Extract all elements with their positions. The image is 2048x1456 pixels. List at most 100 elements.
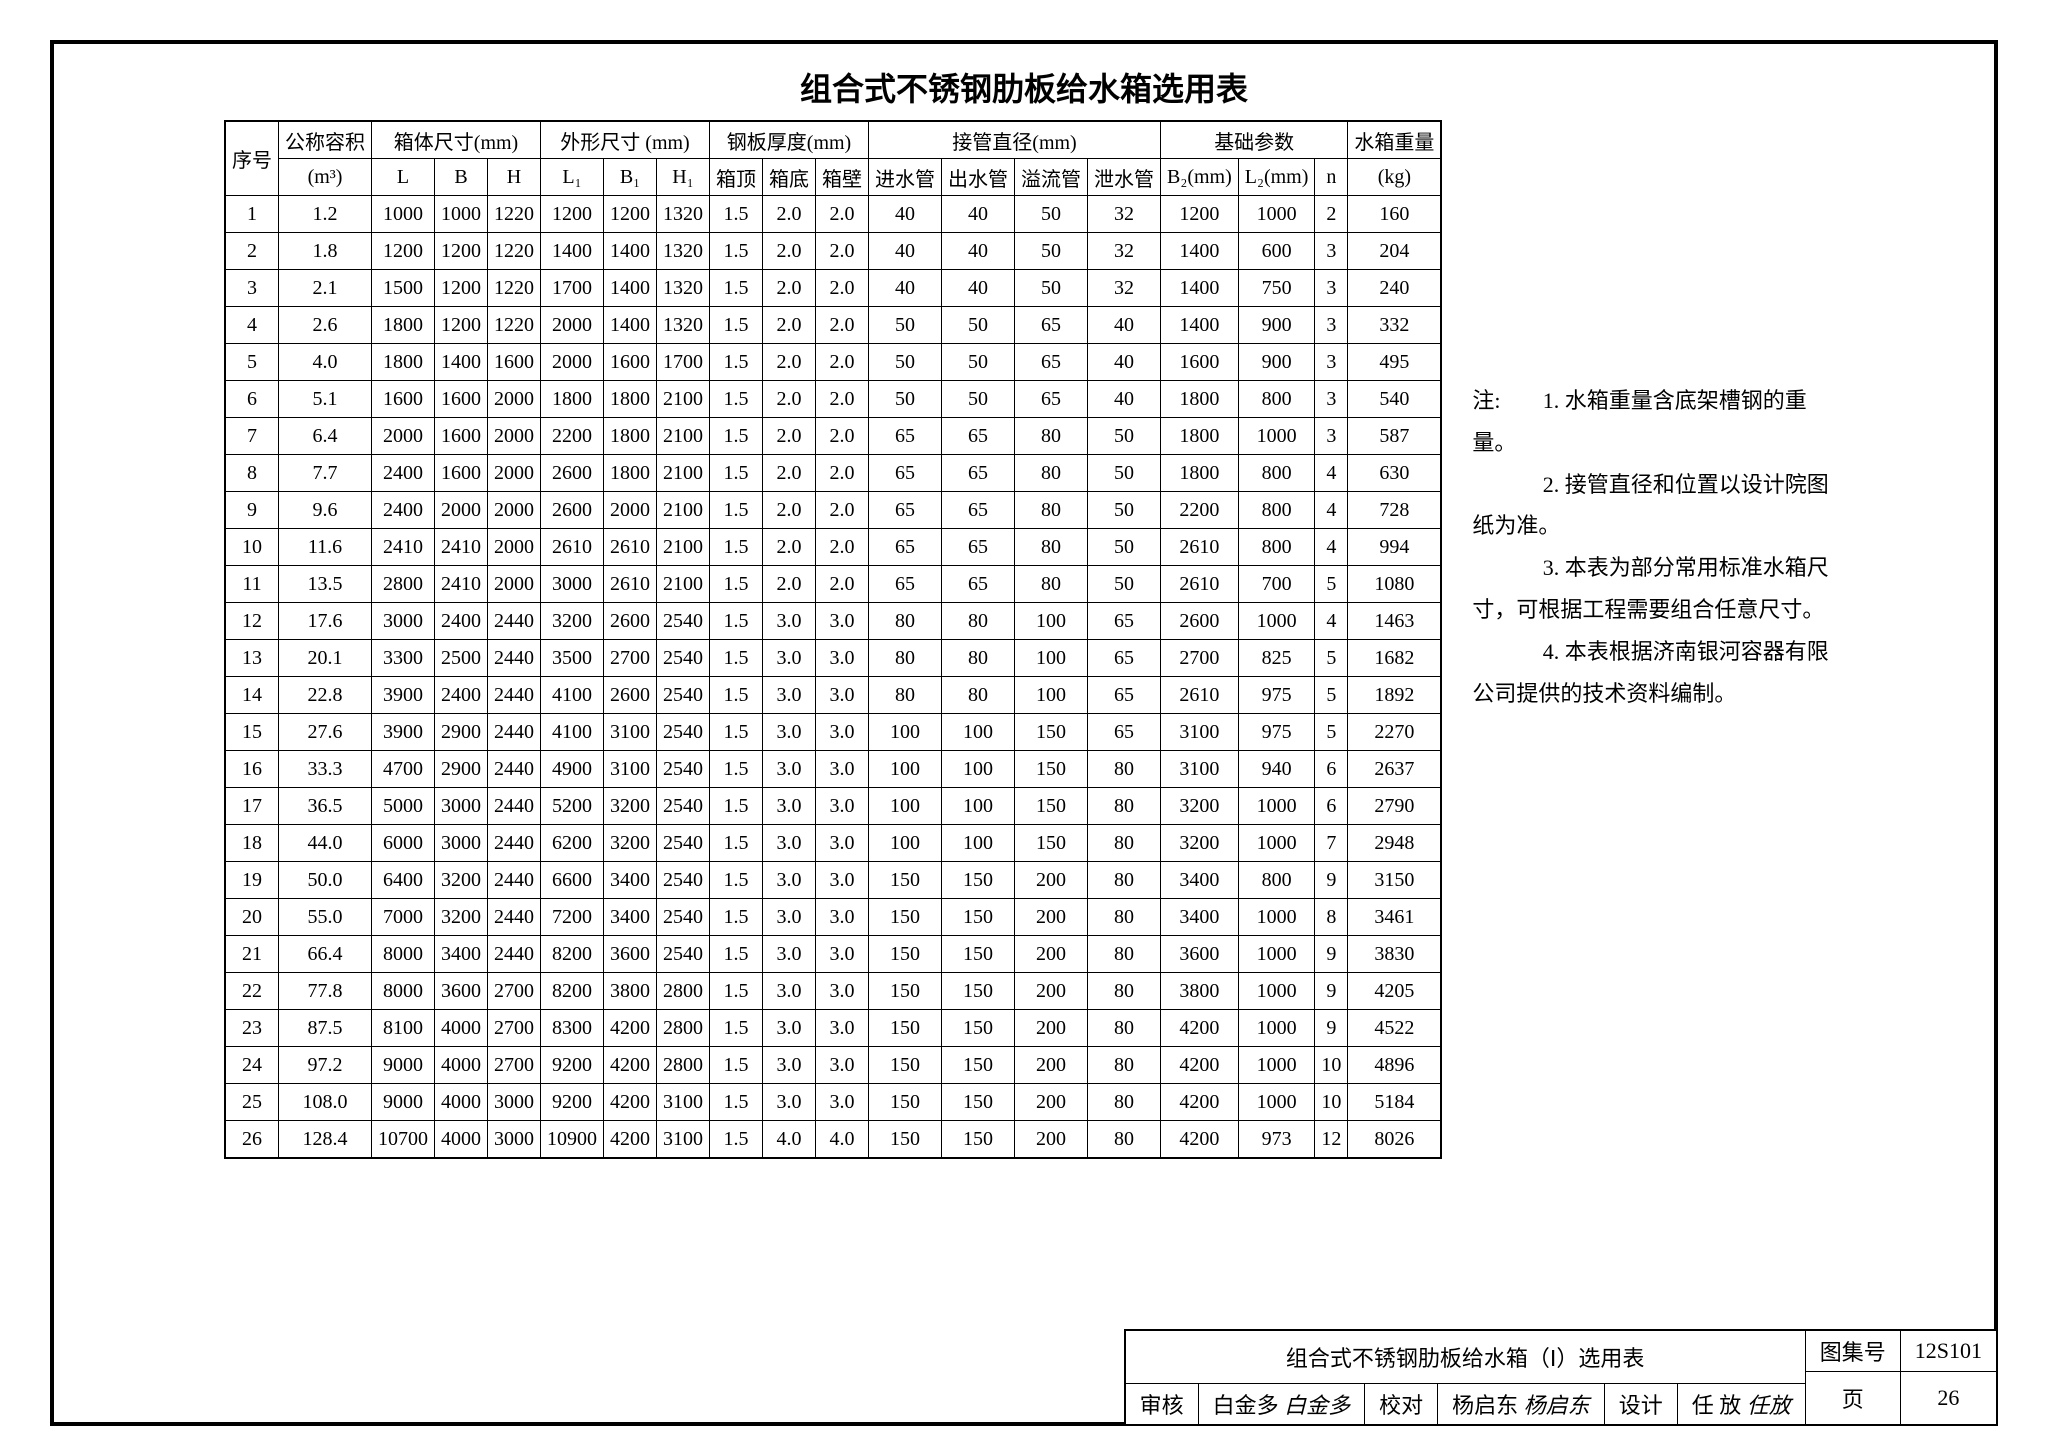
table-cell: 9	[1315, 936, 1348, 973]
table-cell: 2000	[488, 455, 541, 492]
table-cell: 10700	[372, 1121, 435, 1159]
design-name: 任 放 任放	[1677, 1384, 1805, 1426]
table-cell: 2440	[488, 825, 541, 862]
table-cell: 150	[942, 862, 1015, 899]
table-cell: 15	[225, 714, 279, 751]
table-cell: 4205	[1348, 973, 1442, 1010]
table-cell: 3.0	[763, 973, 816, 1010]
table-cell: 33.3	[279, 751, 372, 788]
th-pipe-over: 溢流管	[1015, 159, 1088, 196]
table-cell: 2000	[488, 418, 541, 455]
table-cell: 200	[1015, 1121, 1088, 1159]
table-cell: 2.0	[816, 270, 869, 307]
table-cell: 150	[942, 1047, 1015, 1084]
table-cell: 3	[225, 270, 279, 307]
table-cell: 3.0	[763, 1084, 816, 1121]
table-cell: 2.0	[816, 455, 869, 492]
table-cell: 5000	[372, 788, 435, 825]
table-cell: 40	[869, 196, 942, 233]
table-cell: 26	[225, 1121, 279, 1159]
table-cell: 1080	[1348, 566, 1442, 603]
table-cell: 2700	[488, 1047, 541, 1084]
table-cell: 3	[1315, 381, 1348, 418]
table-cell: 1800	[541, 381, 604, 418]
table-cell: 100	[869, 714, 942, 751]
table-cell: 65	[1015, 307, 1088, 344]
table-cell: 150	[869, 899, 942, 936]
table-cell: 80	[1088, 788, 1161, 825]
table-cell: 50	[869, 307, 942, 344]
table-cell: 2700	[488, 973, 541, 1010]
table-cell: 18	[225, 825, 279, 862]
table-cell: 240	[1348, 270, 1442, 307]
table-cell: 6600	[541, 862, 604, 899]
table-cell: 1200	[541, 196, 604, 233]
table-cell: 80	[1015, 455, 1088, 492]
th-L1: L₁	[541, 159, 604, 196]
table-cell: 1400	[541, 233, 604, 270]
table-cell: 600	[1238, 233, 1315, 270]
table-cell: 9.6	[279, 492, 372, 529]
review-name: 白金多 白金多	[1198, 1384, 1365, 1426]
table-cell: 5	[1315, 714, 1348, 751]
table-cell: 8000	[372, 936, 435, 973]
table-cell: 2637	[1348, 751, 1442, 788]
table-row: 1320.13300250024403500270025401.53.03.08…	[225, 640, 1441, 677]
table-cell: 3.0	[816, 677, 869, 714]
table-cell: 2600	[604, 677, 657, 714]
table-cell: 3000	[488, 1121, 541, 1159]
table-cell: 3.0	[816, 714, 869, 751]
table-cell: 5184	[1348, 1084, 1442, 1121]
table-cell: 2440	[488, 751, 541, 788]
table-cell: 2	[225, 233, 279, 270]
table-cell: 2100	[657, 455, 710, 492]
table-cell: 2.0	[763, 455, 816, 492]
table-cell: 2.0	[763, 529, 816, 566]
table-cell: 1320	[657, 307, 710, 344]
table-cell: 97.2	[279, 1047, 372, 1084]
table-row: 1527.63900290024404100310025401.53.03.01…	[225, 714, 1441, 751]
table-cell: 7200	[541, 899, 604, 936]
table-cell: 50	[942, 381, 1015, 418]
th-vol: 公称容积	[279, 121, 372, 159]
table-cell: 16	[225, 751, 279, 788]
table-cell: 80	[942, 640, 1015, 677]
table-cell: 3800	[1161, 973, 1239, 1010]
table-cell: 3.0	[816, 936, 869, 973]
table-row: 2055.07000320024407200340025401.53.03.01…	[225, 899, 1441, 936]
table-cell: 2440	[488, 677, 541, 714]
table-cell: 3400	[604, 899, 657, 936]
table-cell: 80	[1088, 936, 1161, 973]
table-cell: 1400	[604, 270, 657, 307]
table-cell: 100	[869, 788, 942, 825]
table-cell: 2700	[488, 1010, 541, 1047]
table-cell: 1220	[488, 307, 541, 344]
table-cell: 160	[1348, 196, 1442, 233]
table-cell: 3000	[435, 788, 488, 825]
table-cell: 3.0	[763, 936, 816, 973]
table-cell: 200	[1015, 862, 1088, 899]
table-cell: 8	[225, 455, 279, 492]
table-cell: 1.5	[710, 381, 763, 418]
th-boxdim: 箱体尺寸(mm)	[372, 121, 541, 159]
table-cell: 80	[1088, 862, 1161, 899]
table-body: 11.21000100012201200120013201.52.02.0404…	[225, 196, 1441, 1159]
table-cell: 6000	[372, 825, 435, 862]
table-cell: 1800	[372, 307, 435, 344]
table-cell: 1000	[435, 196, 488, 233]
table-cell: 150	[869, 1121, 942, 1159]
table-row: 2166.48000340024408200360025401.53.03.01…	[225, 936, 1441, 973]
table-cell: 80	[869, 640, 942, 677]
table-cell: 65	[1015, 381, 1088, 418]
table-row: 25108.09000400030009200420031001.53.03.0…	[225, 1084, 1441, 1121]
table-cell: 3.0	[816, 973, 869, 1010]
table-cell: 800	[1238, 529, 1315, 566]
th-n: n	[1315, 159, 1348, 196]
table-cell: 150	[869, 1047, 942, 1084]
table-cell: 3200	[435, 862, 488, 899]
table-cell: 2.0	[763, 270, 816, 307]
table-cell: 1000	[1238, 825, 1315, 862]
table-cell: 150	[942, 899, 1015, 936]
table-cell: 1400	[604, 307, 657, 344]
table-cell: 2000	[488, 566, 541, 603]
